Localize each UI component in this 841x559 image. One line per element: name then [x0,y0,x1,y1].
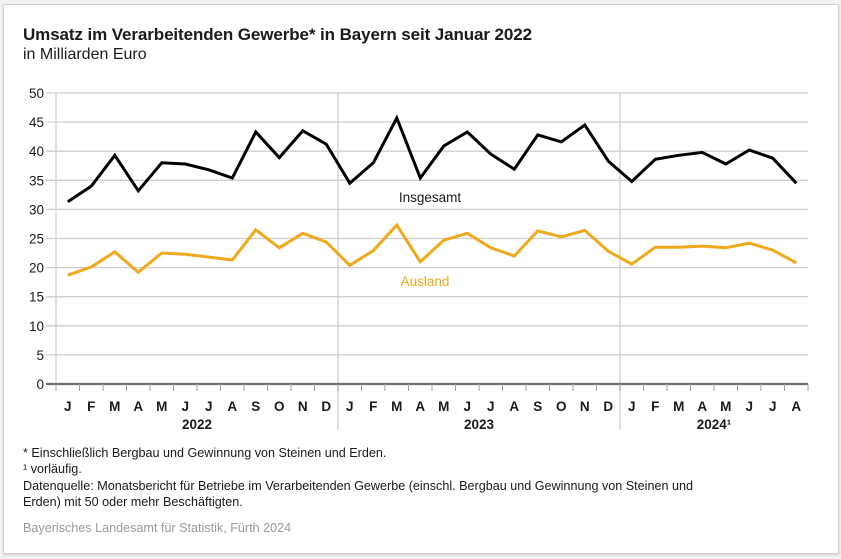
source-line-1: Datenquelle: Monatsbericht für Betriebe … [23,479,693,493]
x-tick-label: M [156,399,167,414]
x-tick-label: A [415,399,425,414]
gridlines [46,92,808,356]
x-tick-label: S [251,399,260,414]
y-tick-label: 30 [29,202,44,217]
y-tick-label: 35 [29,173,44,188]
x-tick-label: J [745,399,753,414]
footnote-source: Datenquelle: Monatsbericht für Betriebe … [23,478,693,510]
y-tick-label: 45 [29,115,44,130]
year-label: 2022 [182,417,212,432]
y-tick-label: 0 [36,377,44,392]
x-tick-label: J [769,399,777,414]
x-tick-label: M [109,399,120,414]
footnote-asterisk: * Einschließlich Bergbau und Gewinnung v… [23,446,387,460]
year-dividers [55,93,621,430]
y-tick-label: 50 [29,86,44,101]
series-label-ausland: Ausland [401,274,450,289]
x-tick-label: S [533,399,542,414]
x-tick-label: N [580,399,590,414]
y-tick-label: 5 [36,348,44,363]
y-tick-label: 40 [29,144,44,159]
x-tick-label: O [556,399,567,414]
credit: Bayerisches Landesamt für Statistik, Für… [23,521,292,535]
x-tick-label: F [651,399,659,414]
x-tick-label: M [438,399,449,414]
footnote-preliminary: ¹ vorläufig. [23,462,82,476]
chart-frame [3,4,839,554]
year-label: 2023 [464,417,495,432]
x-tick-label: J [205,399,213,414]
series-label-insgesamt: Insgesamt [399,190,462,205]
x-tick-label: M [673,399,684,414]
y-axis: 0 5 10 15 20 25 30 35 40 45 50 [29,86,44,392]
x-tick-label: N [298,399,308,414]
x-tick-label: F [87,399,95,414]
y-tick-label: 15 [29,290,44,305]
x-tick-label: J [346,399,354,414]
x-tick-label: A [509,399,519,414]
x-tick-label: F [369,399,377,414]
y-tick-label: 25 [29,232,44,247]
x-tick-label: J [64,399,72,414]
x-tick-label: D [603,399,613,414]
x-tick-label: J [463,399,471,414]
x-tick-label: D [321,399,331,414]
series-lines [66,114,798,277]
x-tick-label: A [227,399,237,414]
x-tick-label: J [628,399,636,414]
year-label: 2024¹ [697,417,732,432]
source-line-2: Erden) mit 50 oder mehr Beschäftigten. [23,495,243,509]
x-tick-label: M [720,399,731,414]
series-line-ausland [67,222,798,277]
x-tick-label: J [181,399,189,414]
series-line-insgesamt [66,114,798,204]
chart-title: Umsatz im Verarbeitenden Gewerbe* in Bay… [23,25,532,44]
x-tick-label: A [697,399,707,414]
x-tick-label: O [274,399,285,414]
chart-subtitle: in Milliarden Euro [23,46,147,63]
series-labels: Insgesamt Ausland [399,190,462,289]
y-tick-label: 20 [29,261,44,276]
y-tick-label: 10 [29,319,44,334]
x-tick-label: A [133,399,143,414]
x-tick-label: A [791,399,801,414]
x-tick-label: J [487,399,495,414]
x-tick-label: M [391,399,402,414]
